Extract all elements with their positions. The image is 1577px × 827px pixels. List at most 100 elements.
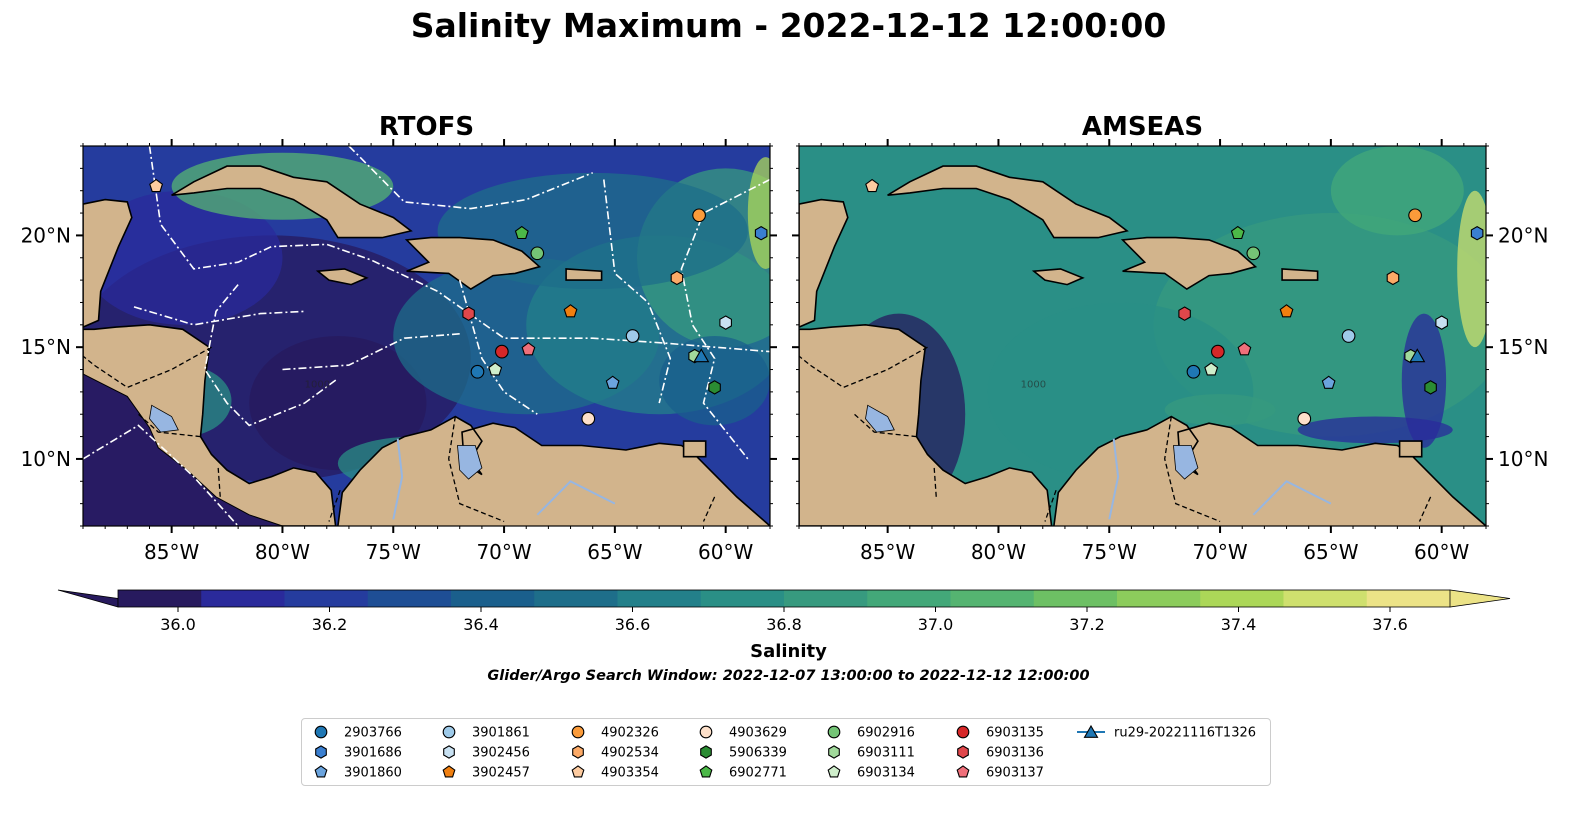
legend-marker bbox=[314, 765, 328, 778]
colorbar-segment bbox=[617, 590, 702, 607]
legend-item-3901860: 3901860 bbox=[314, 765, 402, 781]
legend-marker bbox=[442, 765, 456, 778]
country-border bbox=[799, 346, 928, 389]
float-marker-ru29-20221116T1326 bbox=[1409, 348, 1426, 363]
legend-label: 6903137 bbox=[986, 766, 1044, 781]
colorbar: 36.0 36.2 36.4 36.6 36.8 37.0 37.2 37.4 37.6 bbox=[57, 589, 1511, 634]
legend-marker bbox=[572, 745, 584, 759]
legend-label: 3902456 bbox=[472, 746, 530, 761]
land-cuba bbox=[887, 165, 1129, 239]
eez-boundary bbox=[148, 146, 770, 353]
salinity-patch bbox=[1297, 416, 1453, 444]
float-marker-6903137 bbox=[521, 342, 536, 356]
float-marker-4902534 bbox=[670, 270, 684, 286]
y-tick-label: 15°N bbox=[1498, 335, 1548, 359]
legend-label: 3901686 bbox=[344, 746, 402, 761]
legend-item-6903136: 6903136 bbox=[957, 745, 1044, 761]
x-tick-label: 80°W bbox=[255, 540, 310, 564]
map-amseas[interactable]: 1000 85°W 80°W 75°W 70°W 65°W 60°W 10°N 15°N 20°N bbox=[792, 139, 1548, 564]
legend-label: ru29-20221116T1326 bbox=[1114, 726, 1256, 741]
land-trinidad bbox=[682, 440, 707, 458]
x-tick-label: 85°W bbox=[144, 540, 199, 564]
legend-marker bbox=[828, 745, 840, 759]
legend-item-3901861: 3901861 bbox=[442, 726, 530, 741]
float-marker-5906339 bbox=[1424, 380, 1437, 395]
legend-label: 4902534 bbox=[601, 746, 659, 761]
colorbar-segment bbox=[1117, 590, 1201, 607]
float-marker-3902457 bbox=[563, 304, 578, 318]
colorbar-tick-label: 36.6 bbox=[615, 615, 651, 634]
float-marker-2903766 bbox=[470, 364, 485, 379]
country-border bbox=[1044, 489, 1057, 522]
contour-label: 1000 bbox=[1021, 379, 1046, 390]
float-marker-3901686 bbox=[1470, 225, 1484, 241]
legend-label: 5906339 bbox=[729, 746, 787, 761]
river bbox=[392, 438, 404, 520]
legend-marker bbox=[699, 765, 713, 778]
colorbar-segment bbox=[950, 590, 1035, 607]
colorbar-segment bbox=[1033, 590, 1118, 607]
colorbar-segment bbox=[451, 590, 535, 607]
float-marker-3901861 bbox=[1341, 329, 1356, 343]
map-rtofs[interactable]: 1000 85°W 80°W 75°W 70°W 65°W 60°W 10°N 15°N 20°N bbox=[21, 139, 777, 564]
x-tick-label: 70°W bbox=[476, 540, 531, 564]
colorbar-tick-label: 37.4 bbox=[1221, 615, 1257, 634]
country-border bbox=[933, 467, 938, 500]
legend-item-3902457: 3902457 bbox=[442, 765, 530, 781]
colorbar-segment bbox=[284, 590, 369, 607]
legend-marker bbox=[700, 745, 712, 759]
legend-label: 6903111 bbox=[857, 746, 915, 761]
country-border bbox=[1418, 496, 1432, 522]
float-marker-6902771 bbox=[1230, 225, 1245, 240]
float-marker-6903136 bbox=[1178, 306, 1191, 321]
y-tick-label: 10°N bbox=[21, 447, 71, 471]
eez-boundary bbox=[282, 333, 460, 371]
float-marker-4903354 bbox=[865, 178, 880, 193]
land-trinidad bbox=[1398, 440, 1423, 458]
float-marker-3902457 bbox=[1279, 304, 1294, 318]
eez-boundary bbox=[680, 178, 770, 460]
legend-label: 6903136 bbox=[986, 746, 1044, 761]
legend-label: 6903134 bbox=[857, 766, 915, 781]
legend-marker bbox=[571, 765, 585, 778]
eez-boundary bbox=[133, 306, 305, 326]
map-field: 1000 bbox=[799, 146, 1486, 526]
colorbar-segment bbox=[1200, 590, 1284, 607]
legend-label: 3901861 bbox=[472, 726, 530, 741]
legend-marker bbox=[443, 745, 455, 759]
salinity-patch bbox=[1164, 394, 1276, 426]
panel-title-rtofs: RTOFS bbox=[378, 112, 475, 142]
legend-marker bbox=[957, 745, 969, 759]
legend-item-6902771: 6902771 bbox=[699, 765, 787, 781]
colorbar-segment bbox=[201, 590, 285, 607]
land-southamerica bbox=[336, 415, 770, 526]
land-yucatan bbox=[83, 198, 133, 328]
colorbar-tick-label: 36.8 bbox=[766, 615, 802, 634]
x-tick-label: 75°W bbox=[366, 540, 421, 564]
colorbar-segment bbox=[784, 590, 868, 607]
map-field: 1000 bbox=[83, 146, 770, 526]
river bbox=[1108, 438, 1120, 520]
legend-label: 3902457 bbox=[472, 766, 530, 781]
map-frame bbox=[798, 145, 1487, 527]
colorbar-segment bbox=[1283, 590, 1368, 607]
legend-label: 6902771 bbox=[729, 766, 787, 781]
colorbar-segment bbox=[534, 590, 618, 607]
y-tick-label: 10°N bbox=[1498, 447, 1548, 471]
colorbar-segment bbox=[867, 590, 951, 607]
colorbar-tick-label: 36.0 bbox=[160, 615, 196, 634]
colorbar-segment bbox=[700, 590, 785, 607]
float-marker-6902771 bbox=[514, 225, 529, 240]
colorbar-tick-label: 36.4 bbox=[463, 615, 499, 634]
legend-marker bbox=[1083, 724, 1099, 738]
country-border bbox=[702, 496, 716, 522]
land-hispaniola bbox=[1120, 236, 1258, 291]
lake bbox=[1173, 445, 1199, 480]
legend-item-4903629: 4903629 bbox=[699, 726, 787, 741]
float-marker-6902916 bbox=[530, 246, 545, 261]
float-marker-2903766 bbox=[1186, 364, 1201, 379]
legend-label: 4903354 bbox=[601, 766, 659, 781]
float-marker-ru29-20221116T1326 bbox=[693, 348, 710, 363]
colorbar-segment bbox=[1366, 590, 1451, 607]
float-marker-4902534 bbox=[1386, 270, 1400, 286]
